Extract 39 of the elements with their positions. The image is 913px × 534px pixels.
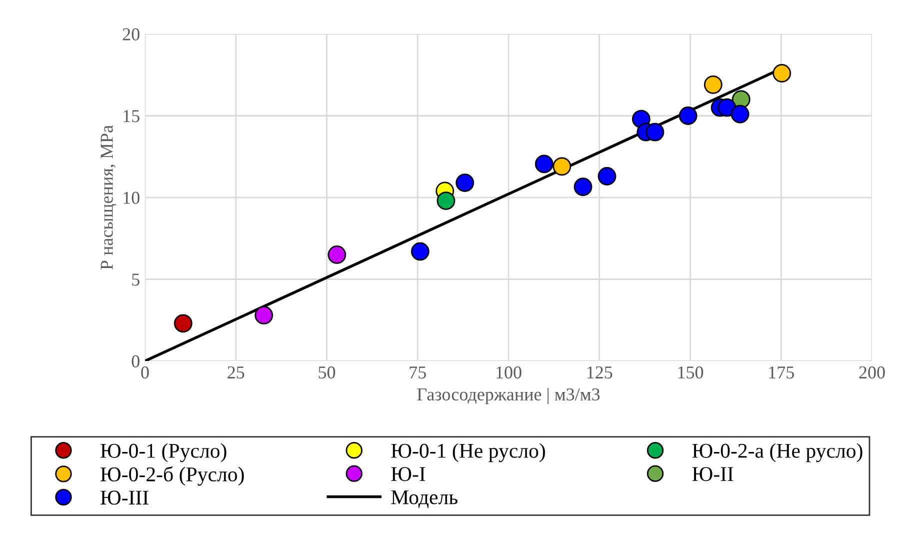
point bbox=[456, 174, 474, 192]
legend-label: Ю-0-1 (Русло) bbox=[100, 443, 226, 462]
point bbox=[730, 104, 750, 124]
point bbox=[174, 314, 192, 333]
point bbox=[534, 154, 554, 174]
legend-label: Ю-I bbox=[391, 467, 426, 482]
point bbox=[328, 246, 346, 264]
point bbox=[552, 157, 572, 176]
legend-label: Модель bbox=[391, 490, 458, 508]
y-axis-title: Р насыщения, МРа bbox=[100, 125, 116, 270]
point bbox=[574, 178, 592, 196]
legend-label: Ю-0-1 (Не русло) bbox=[391, 443, 545, 462]
legend-label: Ю-0-2-б (Русло) bbox=[100, 466, 244, 486]
point bbox=[678, 106, 698, 125]
y-tick-label: 15 bbox=[124, 110, 140, 122]
point bbox=[704, 75, 722, 94]
y-tick-label: 10 bbox=[124, 192, 140, 204]
x-tick-label: 100 bbox=[496, 366, 522, 379]
point bbox=[646, 122, 664, 142]
legend-label: Ю-0-2-а (Не русло) bbox=[692, 443, 862, 462]
y-tick-label: 5 bbox=[132, 274, 140, 286]
point bbox=[598, 167, 616, 186]
y-tick-label: 0 bbox=[132, 355, 140, 368]
x-tick-label: 200 bbox=[859, 366, 885, 379]
y-tick-label: 20 bbox=[122, 28, 140, 40]
point bbox=[772, 64, 792, 82]
point bbox=[410, 242, 430, 261]
x-tick-label: 150 bbox=[678, 366, 704, 379]
x-tick-label: 75 bbox=[410, 366, 426, 379]
point bbox=[254, 306, 274, 324]
x-tick-label: 0 bbox=[141, 366, 149, 379]
x-tick-label: 175 bbox=[769, 366, 794, 379]
legend-label: Ю-II bbox=[692, 467, 734, 482]
x-tick-label: 25 bbox=[228, 366, 244, 379]
x-tick-label: 125 bbox=[587, 366, 612, 379]
x-axis-title: Газосодержание | м3/м3 bbox=[417, 388, 600, 404]
legend-label: Ю-III bbox=[100, 490, 148, 505]
point bbox=[436, 192, 456, 210]
x-tick-label: 50 bbox=[318, 366, 336, 379]
